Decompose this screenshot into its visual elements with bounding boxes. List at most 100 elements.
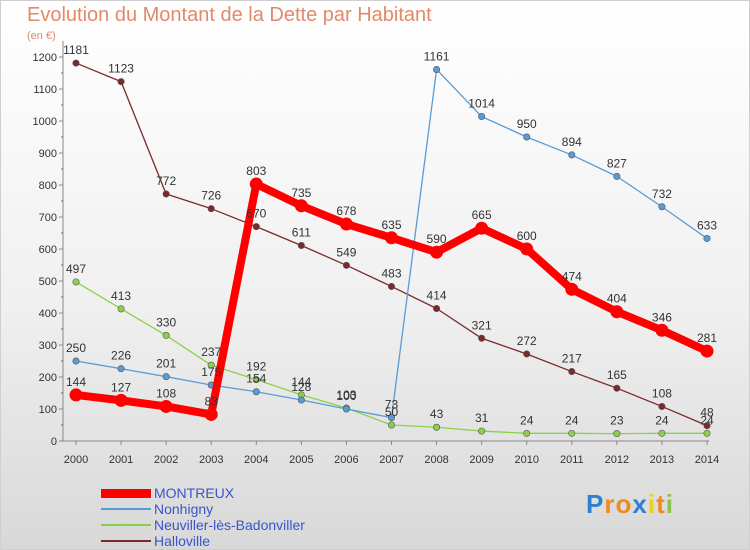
series-point-2 (658, 429, 666, 437)
x-tick-label: 2012 (605, 454, 629, 466)
series-point-3 (252, 223, 260, 231)
y-tick-label: 700 (39, 212, 57, 224)
data-label-1: 175 (201, 365, 221, 379)
x-tick-label: 2011 (560, 454, 584, 466)
data-label-2: 103 (336, 388, 356, 402)
series-point-2 (252, 376, 260, 384)
data-label-2: 24 (655, 413, 669, 427)
data-label-2: 413 (111, 289, 131, 303)
legend-label-montreux: MONTREUX (154, 485, 235, 501)
data-label-0: 83 (205, 394, 219, 408)
series-point-2 (568, 429, 576, 437)
logo-letter: i (665, 489, 674, 519)
y-tick-label: 1200 (33, 52, 57, 64)
data-label-1: 894 (562, 135, 582, 149)
logo-letter: x (632, 489, 648, 519)
data-label-2: 43 (430, 407, 444, 421)
series-point-1 (342, 405, 350, 413)
x-tick-label: 2007 (379, 454, 403, 466)
data-label-3: 1123 (108, 62, 134, 76)
series-point-0 (520, 242, 534, 256)
data-label-3: 670 (246, 207, 266, 221)
x-tick-label: 2000 (64, 454, 88, 466)
data-label-0: 678 (336, 204, 356, 218)
data-label-1: 732 (652, 187, 672, 201)
series-point-0 (475, 221, 489, 235)
series-point-3 (162, 190, 170, 198)
x-tick-label: 2003 (199, 454, 223, 466)
series-point-1 (387, 414, 395, 422)
data-label-3: 1181 (63, 43, 89, 57)
series-point-2 (703, 429, 711, 437)
chart-title: Evolution du Montant de la Dette par Hab… (27, 4, 432, 26)
series-point-0 (339, 217, 353, 231)
series-point-2 (387, 421, 395, 429)
data-label-0: 635 (381, 218, 401, 232)
data-label-1: 100 (336, 389, 356, 403)
data-label-2: 192 (246, 360, 266, 374)
data-label-0: 590 (427, 232, 447, 246)
data-label-2: 23 (610, 414, 624, 428)
series-point-3 (568, 368, 576, 376)
data-label-3: 321 (472, 318, 492, 332)
y-tick-label: 100 (39, 404, 57, 416)
legend-label-neuviller: Neuviller-lès-Badonviller (154, 517, 305, 533)
data-label-0: 127 (111, 380, 131, 394)
data-label-3: 48 (700, 406, 714, 420)
logo-letter: o (615, 489, 633, 519)
data-label-3: 272 (517, 334, 537, 348)
data-label-0: 803 (246, 164, 266, 178)
legend-item-neuviller: Neuviller-lès-Badonviller (101, 517, 305, 533)
series-point-3 (523, 350, 531, 358)
series-point-0 (565, 282, 579, 296)
data-label-1: 1014 (468, 97, 495, 111)
x-tick-label: 2005 (289, 454, 313, 466)
series-point-2 (433, 423, 441, 431)
series-point-3 (387, 282, 395, 290)
data-label-1: 201 (156, 357, 176, 371)
data-label-1: 154 (246, 372, 266, 386)
series-point-0 (249, 177, 263, 191)
series-point-1 (117, 365, 125, 373)
series-point-0 (204, 407, 218, 421)
legend-item-nonhigny: Nonhigny (101, 501, 305, 517)
y-tick-label: 1100 (33, 84, 57, 96)
series-point-3 (433, 305, 441, 313)
proxiti-logo: Proxiti (586, 489, 674, 520)
series-point-2 (162, 331, 170, 339)
series-point-1 (478, 113, 486, 121)
data-label-1: 128 (291, 380, 311, 394)
y-tick-label: 900 (39, 148, 57, 160)
y-tick-label: 800 (39, 180, 57, 192)
legend-swatch-nonhigny (101, 508, 151, 510)
y-tick-label: 0 (51, 436, 57, 448)
data-label-3: 611 (292, 225, 311, 239)
chart-unit: (en €) (27, 30, 56, 42)
legend-label-halloville: Halloville (154, 533, 211, 549)
data-label-0: 474 (562, 269, 582, 283)
data-label-1: 950 (517, 117, 537, 131)
series-point-0 (430, 245, 444, 259)
series-point-2 (207, 361, 215, 369)
series-point-2 (478, 427, 486, 435)
series-point-3 (342, 261, 350, 269)
series-point-0 (159, 399, 173, 413)
legend-item-halloville: Halloville (101, 533, 305, 549)
x-tick-label: 2008 (424, 454, 448, 466)
y-tick-label: 400 (39, 308, 57, 320)
data-label-3: 217 (562, 352, 582, 366)
logo-letter: P (586, 489, 605, 519)
data-label-3: 726 (201, 189, 221, 203)
data-label-2: 24 (700, 413, 714, 427)
data-label-3: 414 (427, 289, 447, 303)
series-point-2 (72, 278, 80, 286)
data-label-0: 108 (156, 386, 176, 400)
series-point-0 (69, 388, 83, 402)
x-tick-label: 2002 (154, 454, 178, 466)
y-tick-label: 200 (39, 372, 57, 384)
series-point-3 (613, 384, 621, 392)
legend: MONTREUX Nonhigny Neuviller-lès-Badonvil… (101, 485, 305, 549)
series-point-0 (385, 231, 398, 245)
data-label-0: 600 (517, 229, 537, 243)
